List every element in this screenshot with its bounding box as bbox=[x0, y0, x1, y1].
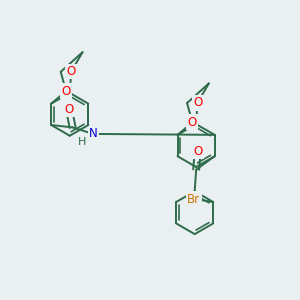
Text: H: H bbox=[78, 137, 86, 147]
Text: Br: Br bbox=[187, 193, 200, 206]
Text: O: O bbox=[193, 145, 202, 158]
Text: O: O bbox=[64, 103, 74, 116]
Text: O: O bbox=[61, 85, 71, 98]
Text: N: N bbox=[89, 128, 98, 140]
Text: O: O bbox=[188, 116, 197, 129]
Text: O: O bbox=[193, 96, 202, 109]
Text: O: O bbox=[67, 65, 76, 78]
